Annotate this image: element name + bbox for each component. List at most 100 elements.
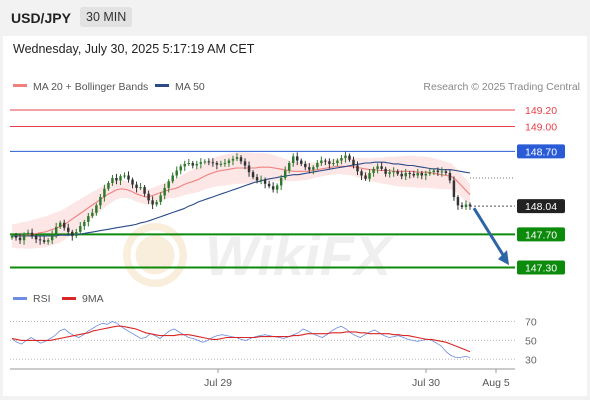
candle-bear [131, 179, 134, 185]
candle-bull [404, 172, 407, 177]
candle-bull [187, 163, 191, 165]
x-tick-label: Jul 29 [204, 377, 232, 389]
candle-bear [211, 162, 215, 164]
legend: MA 20 + Bollinger Bands MA 50 Research ©… [13, 81, 580, 93]
candle-bull [139, 187, 142, 189]
candle-bull [235, 157, 239, 159]
rsi-ma-line [11, 325, 471, 353]
candle-bear [456, 197, 460, 206]
candle-bull [111, 177, 114, 183]
candle-bull [388, 172, 391, 174]
candle-bull [223, 163, 227, 165]
timeframe-button[interactable]: 30 MIN [80, 7, 133, 27]
rsi-legend: RSI 9MA [13, 293, 104, 305]
candle-bull [75, 231, 78, 237]
price-levels: 149.20 149.00 148.70 148.04 147.70 147.30 [10, 105, 565, 275]
watermark: WikiFX [123, 223, 395, 287]
candle-bull [259, 179, 263, 181]
candle-bull [83, 221, 86, 227]
rsi-panel: 70 50 30 [10, 316, 537, 366]
candle-bear [239, 157, 243, 162]
candle-bear [408, 172, 411, 174]
candle-bull [46, 240, 50, 242]
last-price-badge [517, 199, 565, 214]
candle-bull [336, 160, 339, 164]
candle-bull [79, 226, 82, 232]
candle-bear [18, 237, 22, 241]
candle-bull [279, 177, 283, 186]
candle-bull [163, 187, 166, 196]
candle-bull [10, 236, 14, 238]
rsi-tick-label: 50 [525, 335, 537, 347]
candle-bear [452, 180, 456, 198]
candle-bull [103, 188, 106, 198]
candle-bull [107, 182, 110, 189]
candle-bull [203, 161, 207, 163]
candle-bull [175, 170, 178, 176]
candle-bear [296, 156, 299, 161]
candle-bull [54, 226, 58, 234]
candle-bull [376, 166, 379, 169]
candle-bull [91, 212, 94, 217]
rsi-ma-legend-swatch [62, 297, 76, 300]
candle-bull [58, 222, 62, 227]
candle-bull [119, 176, 122, 181]
credit-text: Research © 2025 Trading Central [423, 81, 580, 93]
candle-bear [215, 163, 219, 165]
candle-bear [115, 177, 118, 181]
resistance-label: 149.20 [525, 105, 557, 117]
candle-bull [464, 204, 468, 208]
bollinger-bands [12, 152, 470, 249]
candle-bull [183, 163, 186, 167]
candle-bear [436, 170, 440, 173]
bollinger-fill [12, 152, 470, 249]
candle-bear [460, 205, 464, 208]
candle-bull [199, 162, 203, 164]
candle-bull [416, 172, 420, 176]
rsi-line [11, 321, 471, 358]
candle-bear [468, 204, 472, 207]
candle-bull [219, 163, 223, 165]
rsi-ma-legend-label: 9MA [82, 293, 104, 305]
candle-bull [50, 233, 54, 241]
ma50-line [12, 161, 471, 237]
candle-bear [356, 165, 359, 172]
candle-bull [287, 163, 291, 171]
candles [10, 151, 472, 245]
candle-bull [368, 172, 371, 179]
support-badge [517, 227, 565, 242]
candle-bull [428, 172, 432, 174]
candle-bear [360, 171, 363, 176]
candle-bull [123, 175, 126, 177]
candle-bull [87, 216, 90, 222]
candle-bull [372, 168, 375, 173]
candle-bear [380, 166, 383, 169]
candle-bear [263, 179, 267, 184]
candle-bear [67, 227, 70, 232]
candle-bear [151, 200, 154, 205]
candle-bull [195, 163, 199, 166]
ma50-legend-swatch [155, 84, 169, 87]
candle-bear [251, 172, 255, 178]
candle-bear [396, 171, 399, 174]
support-label: 147.30 [525, 263, 557, 275]
candle-bull [159, 195, 162, 203]
symbol-label: USD/JPY [11, 10, 71, 26]
candle-bull [312, 167, 315, 170]
pivot-label: 148.70 [525, 146, 557, 158]
candle-bull [95, 205, 98, 213]
candle-bear [71, 231, 74, 237]
candle-bear [255, 177, 259, 181]
candle-bull [344, 155, 347, 159]
support-label: 147.70 [525, 229, 557, 241]
candle-bear [308, 167, 311, 170]
candle-bear [34, 236, 38, 240]
candle-bear [207, 161, 211, 163]
candle-bear [14, 236, 18, 238]
support-badge [517, 260, 565, 275]
candle-bear [384, 168, 387, 174]
candle-bull [22, 234, 26, 241]
candle-bear [42, 240, 46, 242]
candle-bear [304, 163, 307, 168]
